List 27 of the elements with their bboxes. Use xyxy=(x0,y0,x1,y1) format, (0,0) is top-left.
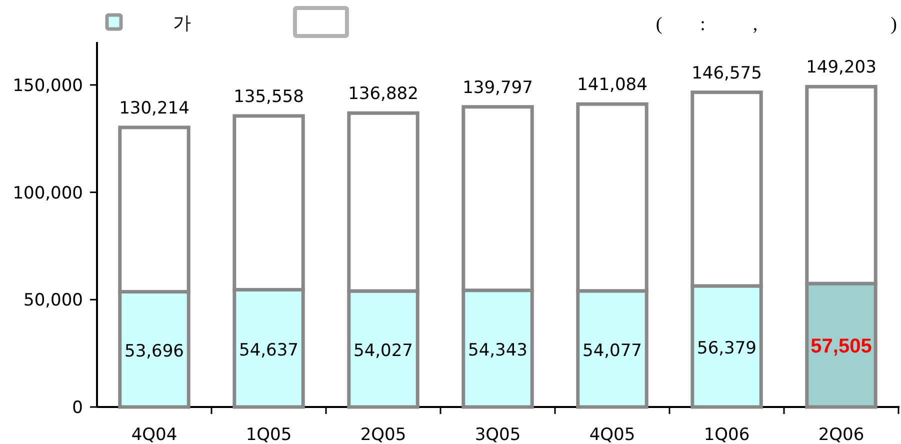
x-tick-label: 1Q06 xyxy=(704,425,750,444)
legend: 가 xyxy=(105,6,349,38)
x-tick-label: 1Q05 xyxy=(246,425,292,444)
x-tick-label: 2Q06 xyxy=(818,425,864,444)
y-tick-label: 100,000 xyxy=(12,183,83,204)
total-label: 149,203 xyxy=(806,58,876,78)
x-tick-label: 4Q05 xyxy=(589,425,636,444)
data-label: 56,379 xyxy=(697,338,756,358)
x-tick-label: 3Q05 xyxy=(474,425,521,444)
total-label: 130,214 xyxy=(119,98,190,118)
y-tick-label: 50,000 xyxy=(24,290,83,311)
x-tick-label: 4Q04 xyxy=(131,425,178,444)
total-label: 146,575 xyxy=(692,63,762,84)
text: ( : , ) xyxy=(656,14,897,35)
y-tick-label: 0 xyxy=(72,398,83,418)
data-label: 57,505 xyxy=(810,335,872,358)
total-label: 141,084 xyxy=(577,75,648,96)
y-tick-label: 150,000 xyxy=(12,76,83,96)
data-label: 54,637 xyxy=(239,340,298,360)
data-label: 54,343 xyxy=(468,340,528,361)
data-label: 54,027 xyxy=(354,341,413,361)
data-label: 53,696 xyxy=(124,341,184,362)
x-tick-label: 2Q05 xyxy=(360,425,406,444)
total-label: 135,558 xyxy=(234,86,304,107)
total-label: 136,882 xyxy=(348,84,418,104)
data-label: 54,077 xyxy=(582,340,642,361)
total-label: 139,797 xyxy=(462,78,533,98)
